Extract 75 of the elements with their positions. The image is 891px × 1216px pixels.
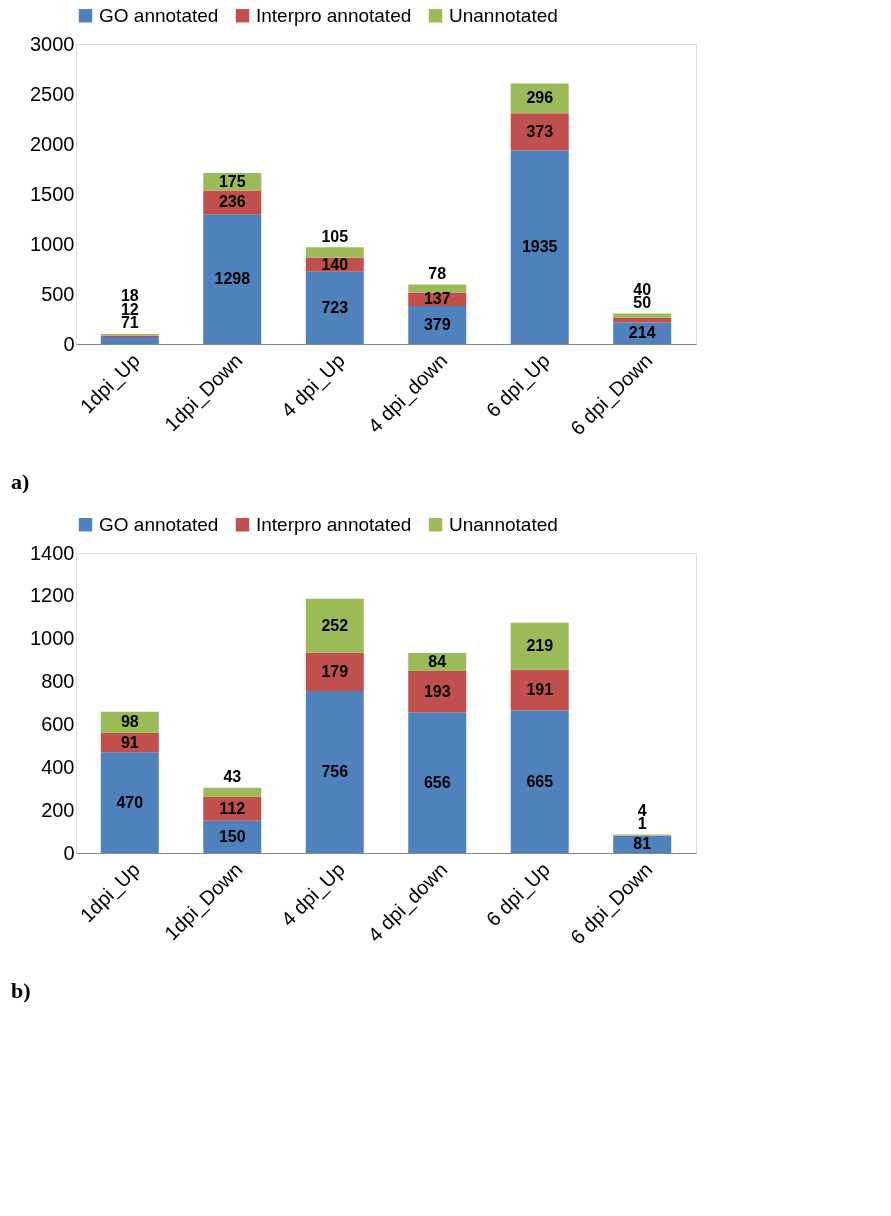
bar (613, 313, 672, 318)
data-label: 137 (423, 290, 451, 308)
y-tick-label: 1000 (30, 627, 75, 650)
data-label: 665 (526, 772, 554, 790)
data-label: 81 (633, 835, 652, 853)
data-label: 175 (218, 172, 246, 190)
data-label: 1 (637, 815, 647, 833)
bar (100, 752, 159, 853)
data-label: 214 (628, 324, 656, 342)
bar (510, 113, 569, 151)
data-label: 756 (321, 763, 349, 780)
y-tick-label: 1500 (30, 182, 75, 205)
y-tick-label: 0 (63, 332, 75, 355)
data-label: 91 (120, 733, 139, 751)
data-label: 50 (633, 294, 652, 312)
bar (203, 214, 262, 344)
legend-label: GO annotated (99, 513, 219, 535)
data-label: 1298 (214, 270, 251, 288)
legend-label: GO annotated (99, 4, 219, 26)
y-tick-label: 3000 (30, 32, 75, 55)
legend-label: Unannotated (449, 513, 558, 535)
bar (408, 671, 467, 713)
data-label: 112 (219, 799, 246, 817)
data-label: 219 (526, 637, 554, 655)
data-label: 1935 (521, 238, 558, 256)
y-tick-label: 2000 (30, 132, 75, 155)
data-label: 98 (120, 713, 139, 731)
y-tick-label: 400 (41, 755, 75, 778)
data-label: 470 (116, 793, 144, 811)
bar (510, 622, 569, 670)
legend-label: Interpro annotated (256, 513, 412, 535)
bar (408, 284, 467, 293)
y-tick-label: 500 (41, 282, 75, 305)
legend-label: Interpro annotated (256, 4, 412, 26)
bar (408, 712, 467, 853)
bar (510, 150, 569, 344)
bar (100, 336, 159, 344)
y-tick-label: 200 (41, 798, 75, 821)
y-tick-label: 600 (41, 712, 75, 735)
data-label: 140 (321, 255, 349, 273)
data-label: 252 (321, 616, 349, 634)
data-label: 191 (526, 681, 554, 699)
bar (305, 247, 364, 258)
data-label: 43 (223, 768, 242, 786)
y-tick-label: 2500 (30, 82, 75, 105)
data-label: 84 (428, 653, 447, 671)
bar (305, 691, 364, 853)
bar (613, 317, 672, 323)
data-label: 193 (423, 682, 451, 700)
y-tick-label: 0 (63, 841, 75, 864)
data-label: 179 (321, 662, 349, 680)
data-label: 71 (120, 314, 139, 332)
y-tick-label: 800 (41, 670, 75, 693)
bar (203, 787, 262, 797)
data-label: 78 (428, 265, 447, 283)
bar (510, 669, 569, 711)
y-tick-label: 1000 (30, 232, 75, 255)
y-tick-label: 1200 (30, 584, 75, 607)
bar (510, 710, 569, 853)
bar (408, 306, 467, 344)
text: a) (11, 469, 30, 494)
y-tick-label: 1400 (30, 541, 75, 564)
data-label: 379 (423, 316, 451, 334)
data-label: 723 (321, 298, 349, 316)
data-label: 236 (218, 193, 246, 211)
data-label: 150 (218, 827, 246, 845)
bar (305, 598, 364, 653)
data-label: 373 (526, 122, 554, 140)
data-label: 296 (526, 89, 554, 107)
data-label: 105 (321, 227, 349, 245)
legend-label: Unannotated (449, 4, 558, 26)
bar (305, 652, 364, 691)
bar (305, 271, 364, 344)
data-label: 656 (423, 773, 451, 791)
text: b) (11, 978, 31, 1003)
